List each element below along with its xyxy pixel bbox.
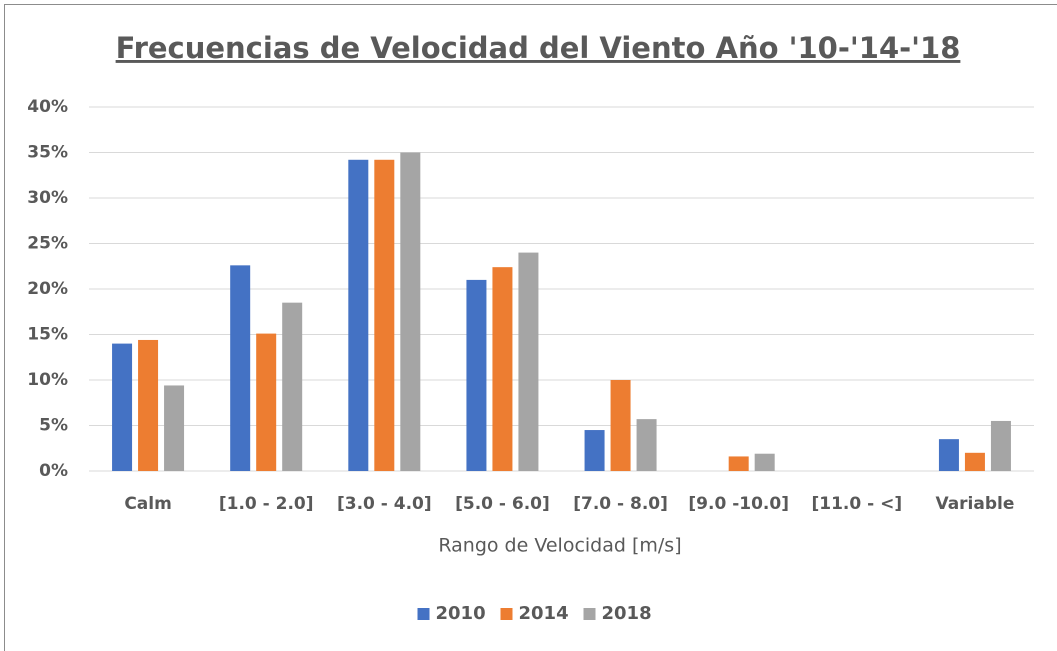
legend-swatch bbox=[583, 608, 596, 620]
x-tick-label: [1.0 - 2.0] bbox=[219, 494, 314, 514]
bar bbox=[610, 380, 631, 471]
bar bbox=[282, 302, 303, 471]
y-tick-label: 0% bbox=[39, 461, 68, 481]
y-tick-label: 20% bbox=[27, 279, 68, 299]
bar bbox=[400, 152, 421, 471]
x-tick-label: [7.0 - 8.0] bbox=[573, 494, 668, 514]
bar bbox=[374, 159, 395, 471]
bar bbox=[112, 343, 133, 471]
legend-swatch bbox=[500, 608, 513, 620]
y-tick-label: 40% bbox=[27, 97, 68, 117]
x-tick-label: Variable bbox=[935, 494, 1014, 514]
legend-label: 2014 bbox=[519, 603, 569, 624]
y-tick-label: 5% bbox=[39, 416, 68, 436]
bar bbox=[754, 453, 775, 471]
x-tick-label: Calm bbox=[124, 494, 172, 514]
y-tick-label: 15% bbox=[27, 325, 68, 345]
bar bbox=[584, 430, 605, 471]
y-tick-label: 30% bbox=[27, 188, 68, 208]
bar bbox=[964, 452, 985, 471]
bar bbox=[728, 456, 749, 471]
y-tick-label: 35% bbox=[27, 143, 68, 163]
bar bbox=[230, 265, 251, 471]
y-tick-label: 25% bbox=[27, 234, 68, 254]
x-tick-label: [11.0 - <] bbox=[812, 494, 903, 514]
y-tick-label: 10% bbox=[27, 370, 68, 390]
bar bbox=[636, 419, 657, 471]
x-tick-label: [3.0 - 4.0] bbox=[337, 494, 432, 514]
x-axis-title: Rango de Velocidad [m/s] bbox=[438, 535, 681, 557]
bar bbox=[164, 385, 185, 471]
bar bbox=[256, 333, 277, 471]
legend-swatch bbox=[417, 608, 430, 620]
bar bbox=[492, 267, 513, 471]
bar bbox=[138, 339, 159, 471]
chart-title: Frecuencias de Velocidad del Viento Año … bbox=[116, 31, 961, 65]
x-tick-label: [5.0 - 6.0] bbox=[455, 494, 550, 514]
bar bbox=[938, 439, 959, 471]
bar bbox=[990, 420, 1011, 471]
bar bbox=[466, 279, 487, 471]
legend-label: 2010 bbox=[436, 603, 486, 624]
bar bbox=[348, 159, 369, 471]
bar bbox=[518, 252, 539, 471]
legend-label: 2018 bbox=[602, 603, 652, 624]
x-tick-label: [9.0 -10.0] bbox=[688, 494, 789, 514]
